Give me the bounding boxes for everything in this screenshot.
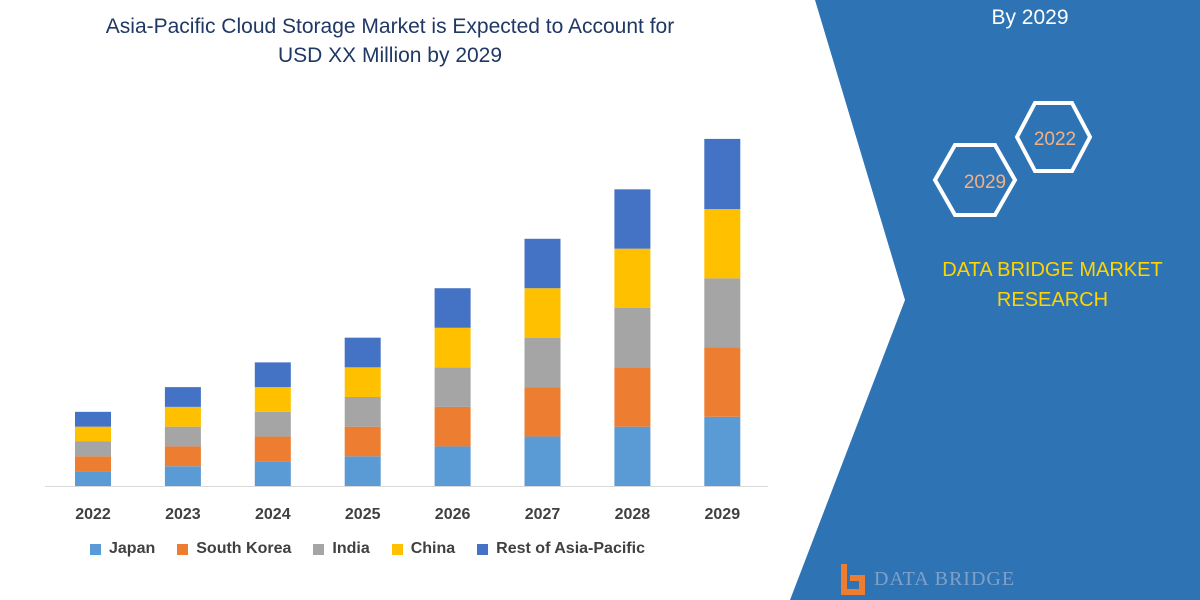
bar-segment-2027-china <box>524 288 561 338</box>
logo-icon <box>841 564 865 595</box>
legend-swatch <box>90 543 101 555</box>
bar-segment-2027-india <box>524 337 561 388</box>
bar-segment-2022-india <box>75 441 111 457</box>
x-tick-label: 2026 <box>435 506 471 523</box>
hexagon-label-2029: 2029 <box>964 172 1006 193</box>
legend-label: South Korea <box>196 540 292 557</box>
legend-item: Japan <box>90 540 155 558</box>
title-line-2: USD XX Million by 2029 <box>277 44 503 67</box>
brand-text: DATA BRIDGE MARKET RESEARCH <box>920 255 1185 315</box>
bar-segment-2029-china <box>704 209 741 279</box>
bar-segment-2024-india <box>254 411 291 437</box>
stacked-bar-chart: 2022 2023 2024 2025 2026 2027 2028 2029 <box>45 138 768 523</box>
title-line-1: Asia-Pacific Cloud Storage Market is Exp… <box>105 15 675 38</box>
hexagon-2022 <box>1014 101 1093 173</box>
chart-title: Asia-Pacific Cloud Storage Market is Exp… <box>40 12 740 70</box>
legend-swatch <box>391 543 403 555</box>
bar-segment-2025-rest-of-asia-pacific <box>344 337 381 368</box>
bar-segment-2024-japan <box>254 461 291 486</box>
bar-segment-2027-rest-of-asia-pacific <box>524 238 561 289</box>
legend-label: Japan <box>109 540 156 557</box>
brand-line-2: RESEARCH <box>996 289 1109 311</box>
x-tick-label: 2022 <box>75 506 111 523</box>
x-tick-label: 2029 <box>705 506 741 523</box>
bar-segment-2029-rest-of-asia-pacific <box>704 138 741 210</box>
bar-segment-2024-china <box>254 387 291 412</box>
legend-item: India <box>313 540 370 558</box>
bar-segment-2023-japan <box>164 466 201 486</box>
hexagon-label-2022: 2022 <box>1034 129 1076 150</box>
logo-text: DATA BRIDGE <box>874 567 1016 590</box>
bar-segment-2028-rest-of-asia-pacific <box>614 189 651 249</box>
legend-label: Rest of Asia-Pacific <box>496 540 645 557</box>
bar-segment-2028-japan <box>614 426 651 486</box>
bar-segment-2025-china <box>344 367 381 397</box>
logo: DATA BRIDGE <box>838 562 1015 596</box>
bar-segment-2027-south-korea <box>524 387 561 437</box>
bar-segment-2025-japan <box>344 456 381 486</box>
legend-item: Rest of Asia-Pacific <box>477 540 645 558</box>
bar-segment-2028-south-korea <box>614 367 651 427</box>
bar-segment-2026-south-korea <box>434 406 471 447</box>
bar-segment-2026-china <box>434 327 471 368</box>
x-tick-label: 2028 <box>615 506 651 523</box>
bar-segment-2029-south-korea <box>704 347 741 417</box>
legend-item: South Korea <box>177 540 291 558</box>
bar-segment-2026-rest-of-asia-pacific <box>434 288 471 328</box>
bar-segment-2023-south-korea <box>164 446 201 467</box>
x-tick-label: 2027 <box>525 506 561 523</box>
bar-segment-2028-china <box>614 248 651 308</box>
bar-segment-2023-rest-of-asia-pacific <box>164 387 201 407</box>
brand-line-1: DATA BRIDGE MARKET <box>942 259 1163 281</box>
bar-segment-2026-japan <box>434 446 471 486</box>
x-tick-label: 2025 <box>345 506 381 523</box>
legend-label: China <box>410 540 456 557</box>
bar-segment-2029-japan <box>704 416 741 486</box>
legend: Japan South Korea India China Rest of Asia-P… <box>90 540 645 558</box>
legend-label: India <box>332 540 370 557</box>
x-tick-label: 2024 <box>255 506 291 523</box>
bar-segment-2022-south-korea <box>75 456 111 472</box>
bar-segment-2028-india <box>614 308 651 368</box>
hexagon-2029 <box>932 143 1018 217</box>
bar-segment-2022-china <box>75 426 111 442</box>
x-tick-label: 2023 <box>165 506 201 523</box>
bar-segment-2029-india <box>704 278 741 348</box>
panel-headline: By 2029 <box>991 6 1069 29</box>
bar-segment-2023-india <box>164 426 201 447</box>
bar-segment-2022-rest-of-asia-pacific <box>75 411 111 427</box>
bar-segment-2024-south-korea <box>254 436 291 462</box>
bar-segment-2022-japan <box>75 471 111 486</box>
bar-segment-2026-india <box>434 367 471 407</box>
legend-swatch <box>177 543 189 555</box>
bar-segment-2023-china <box>164 406 201 427</box>
legend-swatch <box>313 543 325 555</box>
legend-item: China <box>391 540 456 558</box>
bar-segment-2027-japan <box>524 436 561 486</box>
bar-segment-2024-rest-of-asia-pacific <box>254 362 291 388</box>
bar-segment-2025-south-korea <box>344 426 381 457</box>
bar-segment-2025-india <box>344 397 381 427</box>
legend-swatch <box>477 543 489 555</box>
